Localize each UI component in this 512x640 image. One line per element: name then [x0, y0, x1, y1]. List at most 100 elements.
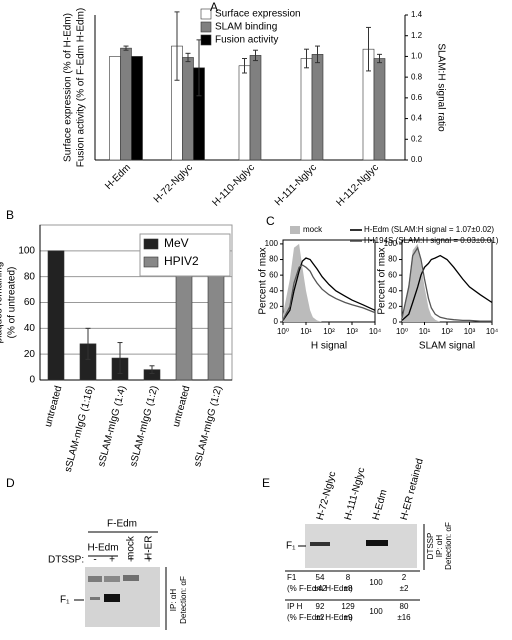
y-tick-label: 60	[24, 297, 36, 308]
x-tick-label: H-72-Nglyc	[152, 162, 195, 205]
x-tick-label: 10²	[441, 327, 453, 336]
side-label: IP: αH	[169, 589, 178, 612]
x-tick-label: untreated	[43, 385, 65, 429]
y-tick-label: 80	[24, 271, 36, 282]
y-axis-label: plaques remaining	[0, 262, 5, 344]
x-tick-label: 10⁰	[396, 327, 408, 336]
x-axis-label: SLAM signal	[419, 341, 475, 352]
y-tick-label: 20	[388, 301, 397, 310]
legend-label: mock	[303, 225, 323, 234]
legend-label: H-I194S (SLAM:H signal = 0.03±0.01)	[364, 236, 499, 245]
y-tick-label: 0	[274, 317, 279, 326]
legend-swatch	[200, 8, 212, 20]
bar	[311, 54, 324, 161]
legend-swatch	[143, 238, 159, 250]
y-tick-label: 20	[24, 349, 36, 360]
legend-label: H-Edm (SLAM:H signal = 1.07±0.02)	[364, 225, 494, 234]
blot-band	[310, 542, 330, 546]
y2-tick-label: 1.2	[411, 31, 423, 40]
table-cell: 2	[402, 573, 407, 582]
y-tick-label: 100	[384, 239, 398, 248]
y-tick-label: 0	[29, 375, 35, 386]
row-label: IP H	[287, 602, 303, 611]
lane-label: mock	[126, 535, 137, 560]
legend-swatch	[200, 34, 212, 46]
lane-label: H-72-Nglyc	[315, 470, 339, 521]
x-tick-label: 10³	[464, 327, 476, 336]
table-cell: ±2	[400, 584, 409, 593]
lane-label: H-Edm	[371, 489, 390, 522]
panel-d: D F-Edm H-Edm mock H-ER DTSSP: - + + + F…	[6, 476, 188, 630]
band-label: F₁	[286, 541, 296, 552]
x-tick-label: H-Edm	[103, 162, 133, 192]
bar	[182, 57, 194, 161]
x-tick-label: 10⁰	[277, 327, 289, 336]
table-cell: ±16	[397, 613, 411, 622]
bar	[238, 65, 251, 161]
side-label: Detection: αF	[179, 576, 188, 624]
panel-letter: B	[6, 208, 14, 222]
x-tick-label: 10⁴	[486, 327, 499, 336]
x-tick-label: sSLAM-mIgG (1:2)	[128, 385, 160, 468]
bar	[120, 47, 132, 161]
y-tick-label: 100	[18, 245, 35, 256]
histogram-line	[282, 257, 376, 321]
band-label: F₁	[60, 595, 70, 606]
y-tick-label: 0	[393, 317, 398, 326]
plot: 0 20 40 60 80 100 10⁰ 10¹ 10² 10³ 10⁴ SLAM signal Pe…	[377, 239, 499, 352]
blot-header: F-Edm	[107, 519, 137, 530]
dtssp-sign: +	[128, 555, 134, 566]
y-tick-label: 100	[265, 239, 279, 248]
table-cell: ±42	[313, 584, 327, 593]
legend-label: Surface expression	[215, 9, 301, 20]
bar	[47, 250, 65, 381]
x-tick-label: H-111-Nglyc	[273, 162, 319, 208]
histogram-area	[283, 243, 375, 322]
y-axis-label: Percent of max	[377, 247, 388, 314]
x-tick-label: 10²	[323, 327, 335, 336]
row-label: F1	[287, 573, 297, 582]
x-tick-label: untreated	[171, 385, 193, 429]
y-tick-label: 20	[269, 301, 278, 310]
blot-band	[366, 540, 388, 546]
table-cell: ±8	[344, 584, 353, 593]
y-axis-label: Fusion activity (% of F-Edm H-Edm)	[76, 8, 87, 167]
histogram-line	[401, 254, 493, 321]
blot-band	[90, 597, 100, 600]
x-tick-label: sSLAM-mIgG (1:4)	[96, 385, 128, 468]
y2-tick-label: 1.4	[411, 10, 423, 19]
bar	[300, 58, 313, 161]
x-tick-label: 10¹	[300, 327, 312, 336]
side-label: Detection: αF	[444, 522, 453, 570]
y-tick-label: 40	[269, 286, 278, 295]
histogram-line	[401, 246, 492, 322]
y-tick-label: 80	[388, 255, 397, 264]
y2-tick-label: 0.4	[411, 114, 423, 123]
legend-label: Fusion activity	[215, 35, 278, 46]
y2-tick-label: 0.2	[411, 134, 423, 143]
x-tick-label: 10³	[346, 327, 358, 336]
plot: 0.0 0.2 0.4 0.6 0.8 1.0 1.2 1.4 SLAM:H signal ra…	[63, 8, 447, 209]
table-cell: ±9	[344, 613, 353, 622]
y2-tick-label: 1.0	[411, 52, 423, 61]
table-cell: 129	[341, 602, 355, 611]
row-label: (% F-Edm H-Edm)	[287, 584, 353, 593]
table-cell: 100	[369, 607, 383, 616]
y-tick-label: 60	[388, 270, 397, 279]
lane-label: H-111-Nglyc	[343, 466, 368, 521]
dtssp-sign: +	[146, 555, 152, 566]
bar	[249, 55, 262, 161]
x-tick-label: sSLAM-mIgG (1:2)	[192, 385, 224, 468]
legend-swatch	[200, 21, 212, 33]
blot-band	[123, 575, 139, 581]
side-label: DTSSP	[426, 533, 435, 560]
y2-axis-label: SLAM:H signal ratio	[435, 43, 446, 132]
lane-label: H-ER retained	[399, 457, 426, 521]
panel-e: E H-72-Nglyc H-111-Nglyc H-Edm H-ER reta…	[262, 457, 453, 622]
y2-tick-label: 0.0	[411, 155, 423, 164]
y-axis-label: Percent of max	[258, 247, 269, 314]
dtssp-sign: -	[93, 555, 96, 566]
dtssp-sign: +	[109, 555, 115, 566]
dtssp-label: DTSSP:	[48, 555, 84, 566]
